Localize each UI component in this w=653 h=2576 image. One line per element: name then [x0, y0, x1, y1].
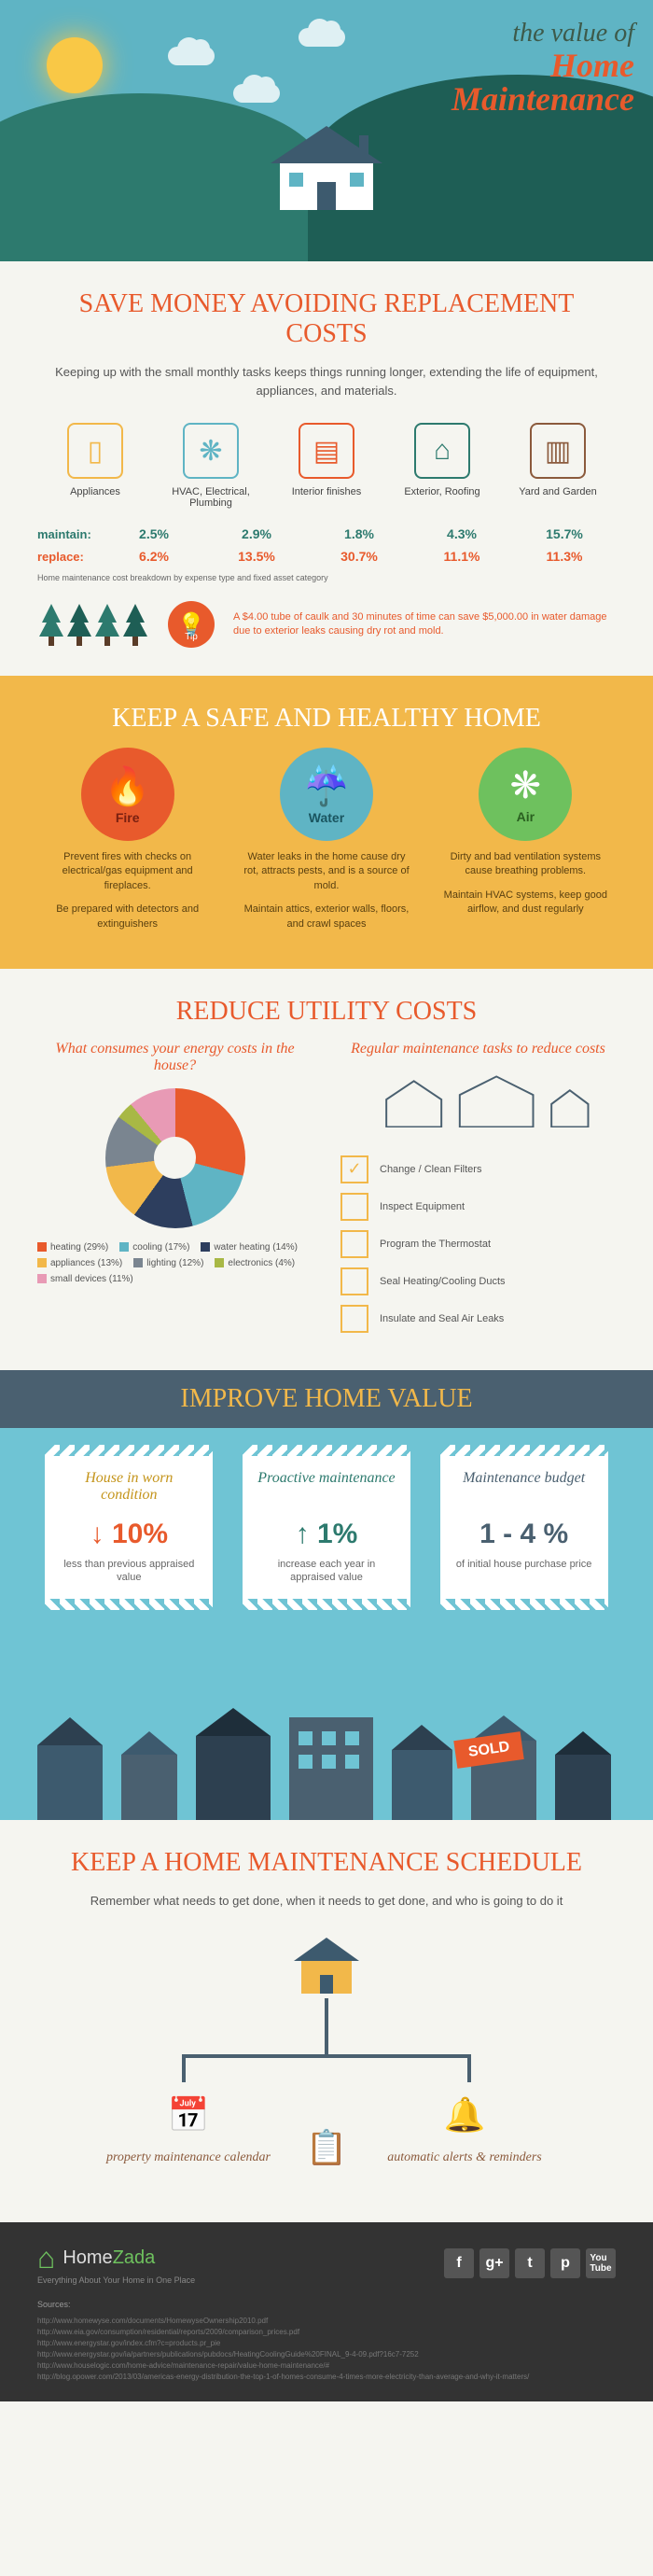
- cloud-icon: [168, 47, 215, 65]
- section5-sub: Remember what needs to get done, when it…: [37, 1892, 616, 1911]
- sun-icon: [47, 37, 103, 93]
- card-budget: Maintenance budget 1 - 4 % of initial ho…: [440, 1456, 608, 1599]
- tagline: Everything About Your Home in One Place: [37, 2275, 195, 2285]
- section-utility: REDUCE UTILITY COSTS What consumes your …: [0, 969, 653, 1370]
- section2-title: KEEP A SAFE AND HEALTHY HOME: [37, 704, 616, 734]
- maintain-row: maintain: 2.5%2.9%1.8%4.3%15.7%: [37, 526, 616, 541]
- card-worn: House in worn condition ↓ 10% less than …: [45, 1456, 213, 1599]
- appliances-icon: ▯: [67, 423, 123, 479]
- schedule-house-icon: [275, 1933, 378, 2003]
- cost-col-hvac: ❋HVAC, Electrical, Plumbing: [160, 423, 262, 512]
- energy-pie-chart: [105, 1088, 245, 1228]
- interior-icon: ▤: [299, 423, 354, 479]
- check-icon: [340, 1267, 368, 1295]
- hero-house-icon: [243, 117, 410, 224]
- hvac-icon: ❋: [183, 423, 239, 479]
- path-line: [325, 1998, 328, 2054]
- tip-bulb-icon: 💡: [168, 601, 215, 648]
- twitter-icon[interactable]: t: [515, 2248, 545, 2278]
- section-schedule: KEEP A HOME MAINTENANCE SCHEDULE Remembe…: [0, 1820, 653, 2223]
- logo-text: HomeZada: [63, 2247, 155, 2269]
- section5-title: KEEP A HOME MAINTENANCE SCHEDULE: [37, 1848, 616, 1878]
- section-safe-home: KEEP A SAFE AND HEALTHY HOME 🔥Fire Preve…: [0, 676, 653, 969]
- cloud-icon: [299, 28, 345, 47]
- trees-decoration: [37, 604, 149, 646]
- facebook-icon[interactable]: f: [444, 2248, 474, 2278]
- schedule-diagram: 📅 property maintenance calendar 🔔 automa…: [37, 1933, 616, 2194]
- check-icon: [340, 1230, 368, 1258]
- card-proactive: Proactive maintenance ↑ 1% increase each…: [243, 1456, 410, 1599]
- yard-icon: ▥: [530, 423, 586, 479]
- section-improve-value: House in worn condition ↓ 10% less than …: [0, 1428, 653, 1820]
- calendar-icon: 📅: [160, 2087, 216, 2143]
- air-icon: ❋Air: [479, 748, 572, 841]
- safe-fire: 🔥Fire Prevent fires with checks on elect…: [44, 748, 212, 941]
- hero-section: the value of Home Maintenance: [0, 0, 653, 261]
- utility-chart: What consumes your energy costs in the h…: [37, 1041, 313, 1342]
- value-cards: House in worn condition ↓ 10% less than …: [37, 1456, 616, 1599]
- safe-air: ❋Air Dirty and bad ventilation systems c…: [441, 748, 609, 941]
- branch-line: [182, 2054, 471, 2058]
- social-icons: f g+ t p YouTube: [444, 2248, 616, 2278]
- schedule-calendar: 📅 property maintenance calendar: [95, 2087, 282, 2165]
- section1-footnote: Home maintenance cost breakdown by expen…: [37, 573, 616, 582]
- schedule-alerts: 🔔 automatic alerts & reminders: [371, 2087, 558, 2165]
- check-icon: [340, 1305, 368, 1333]
- logo: ⌂ HomeZada: [37, 2241, 195, 2275]
- section4-banner: IMPROVE HOME VALUE: [0, 1370, 653, 1428]
- exterior-icon: ⌂: [414, 423, 470, 479]
- task-item: Insulate and Seal Air Leaks: [340, 1305, 616, 1333]
- house-silhouette-icon: [340, 1071, 616, 1127]
- water-icon: ☔Water: [280, 748, 373, 841]
- hero-line1: Home: [452, 49, 634, 82]
- section3-title: REDUCE UTILITY COSTS: [37, 997, 616, 1027]
- hero-script: the value of: [452, 19, 634, 49]
- task-item: Seal Heating/Cooling Ducts: [340, 1267, 616, 1295]
- youtube-icon[interactable]: YouTube: [586, 2248, 616, 2278]
- section1-sub: Keeping up with the small monthly tasks …: [37, 363, 616, 399]
- cost-col-exterior: ⌂Exterior, Roofing: [391, 423, 493, 512]
- branch-line: [182, 2054, 186, 2082]
- cost-col-appliances: ▯Appliances: [44, 423, 146, 512]
- fire-icon: 🔥Fire: [81, 748, 174, 841]
- branch-line: [467, 2054, 471, 2082]
- safe-items: 🔥Fire Prevent fires with checks on elect…: [37, 748, 616, 941]
- task-item: Program the Thermostat: [340, 1230, 616, 1258]
- city-houses-icon: [0, 1689, 653, 1820]
- sources: Sources: http://www.homewyse.com/documen…: [37, 2299, 616, 2383]
- pie-legend: heating (29%) cooling (17%) water heatin…: [37, 1242, 313, 1284]
- cost-col-yard: ▥Yard and Garden: [507, 423, 609, 512]
- schedule-checklist: 📋: [289, 2120, 364, 2183]
- footer: ⌂ HomeZada Everything About Your Home in…: [0, 2222, 653, 2401]
- section-save-money: SAVE MONEY AVOIDING REPLACEMENT COSTS Ke…: [0, 261, 653, 676]
- replace-row: replace: 6.2%13.5%30.7%11.1%11.3%: [37, 549, 616, 564]
- hero-title: the value of Home Maintenance: [452, 19, 634, 116]
- logo-mark-icon: ⌂: [37, 2241, 55, 2275]
- footer-brand: ⌂ HomeZada Everything About Your Home in…: [37, 2241, 195, 2285]
- task-item: ✓Change / Clean Filters: [340, 1155, 616, 1183]
- bell-icon: 🔔: [437, 2087, 493, 2143]
- section4-title: IMPROVE HOME VALUE: [14, 1384, 639, 1414]
- googleplus-icon[interactable]: g+: [479, 2248, 509, 2278]
- tip-row: 💡 A $4.00 tube of caulk and 30 minutes o…: [37, 601, 616, 648]
- tip-text: A $4.00 tube of caulk and 30 minutes of …: [233, 610, 616, 639]
- check-icon: ✓: [340, 1155, 368, 1183]
- checklist-icon: 📋: [299, 2120, 354, 2176]
- footer-top: ⌂ HomeZada Everything About Your Home in…: [37, 2241, 616, 2285]
- task-item: Inspect Equipment: [340, 1193, 616, 1221]
- utility-tasks: Regular maintenance tasks to reduce cost…: [340, 1041, 616, 1342]
- utility-row: What consumes your energy costs in the h…: [37, 1041, 616, 1342]
- check-icon: [340, 1193, 368, 1221]
- cost-col-interior: ▤Interior finishes: [275, 423, 378, 512]
- cloud-icon: [233, 84, 280, 103]
- safe-water: ☔Water Water leaks in the home cause dry…: [243, 748, 410, 941]
- task-list: ✓Change / Clean Filters Inspect Equipmen…: [340, 1155, 616, 1333]
- section1-title: SAVE MONEY AVOIDING REPLACEMENT COSTS: [37, 289, 616, 349]
- cost-categories: ▯Appliances ❋HVAC, Electrical, Plumbing …: [37, 423, 616, 512]
- hero-line2: Maintenance: [452, 82, 634, 116]
- pinterest-icon[interactable]: p: [550, 2248, 580, 2278]
